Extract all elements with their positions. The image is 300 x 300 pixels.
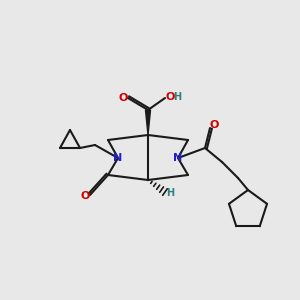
- Text: N: N: [113, 153, 123, 163]
- Text: O: O: [209, 120, 219, 130]
- Text: H: H: [173, 92, 181, 102]
- Polygon shape: [146, 110, 151, 135]
- Text: O: O: [165, 92, 175, 102]
- Text: N: N: [173, 153, 183, 163]
- Text: O: O: [118, 93, 128, 103]
- Text: O: O: [80, 191, 90, 201]
- Text: H: H: [166, 188, 174, 198]
